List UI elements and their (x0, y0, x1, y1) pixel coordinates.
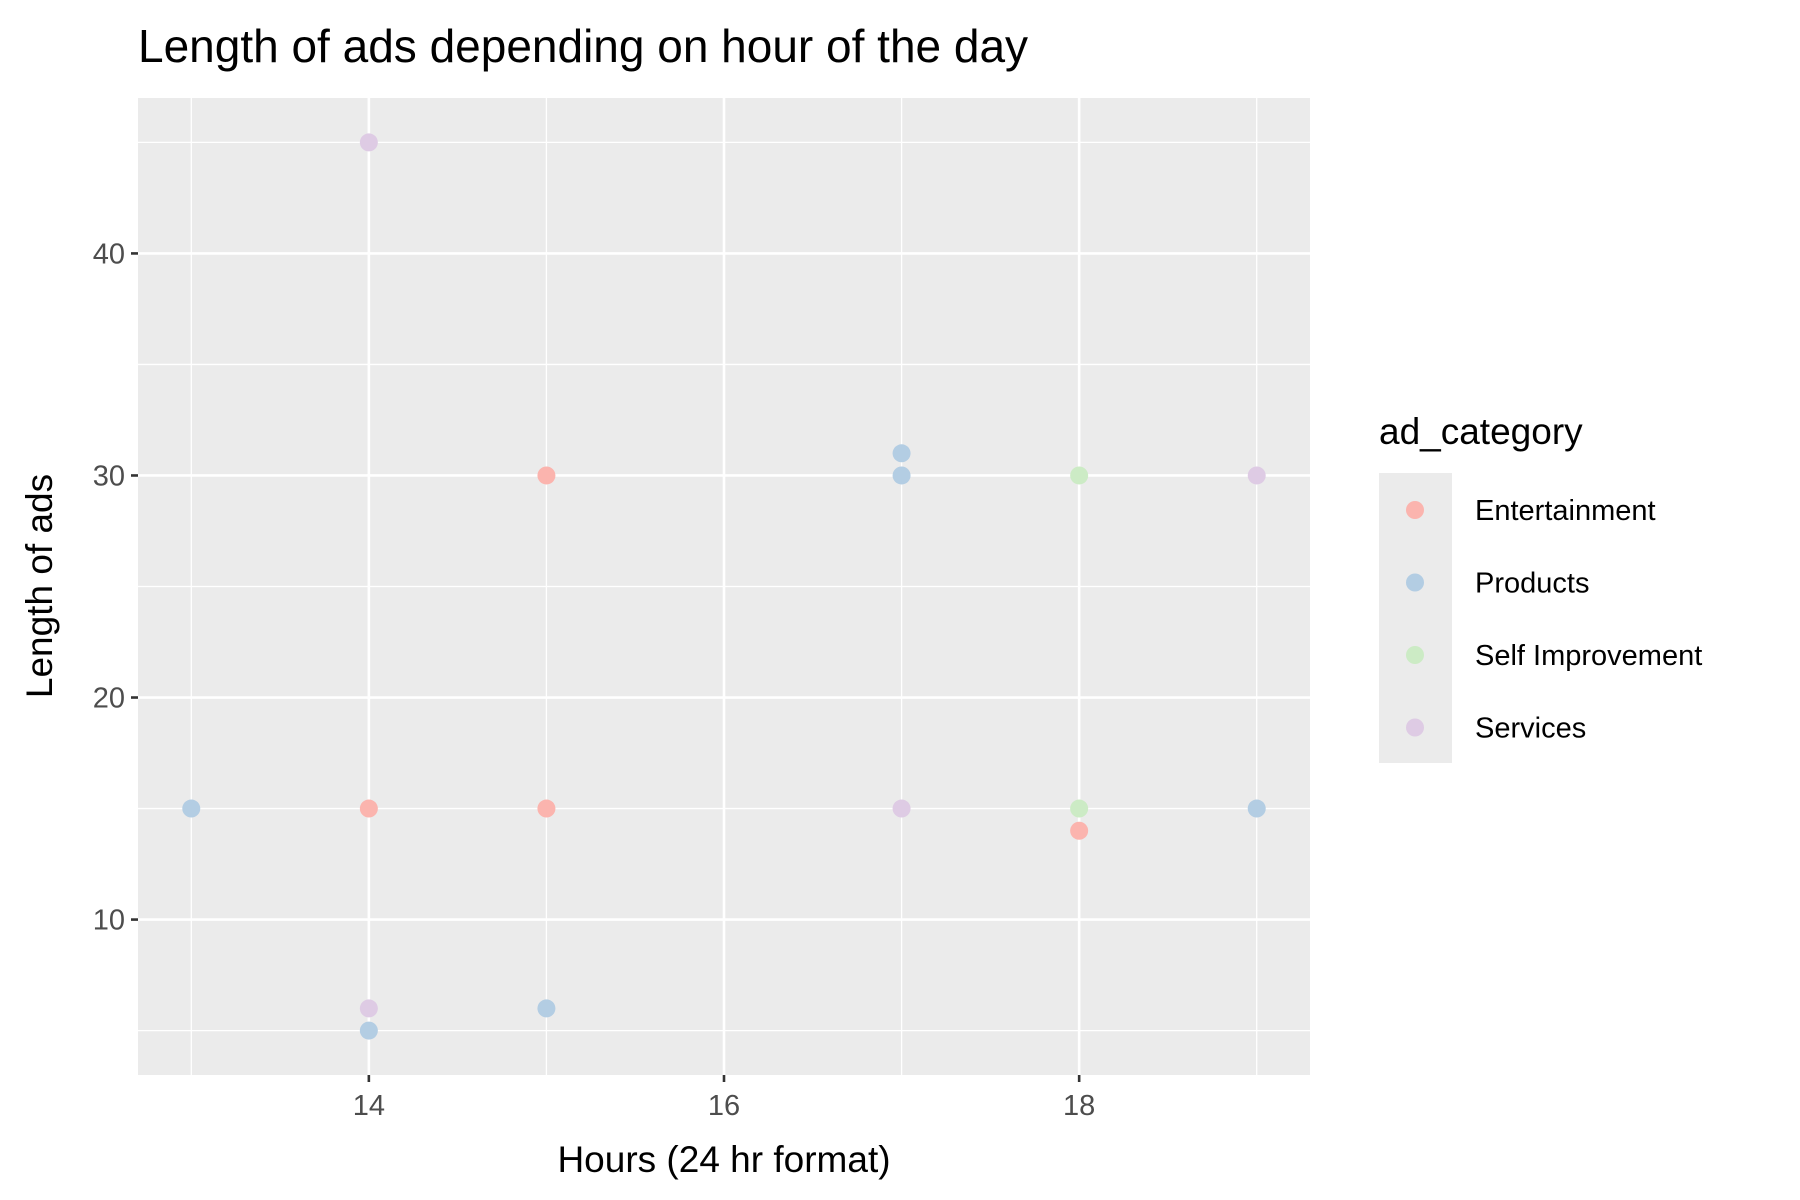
x-tick-label: 14 (353, 1090, 385, 1122)
major-gridlines (138, 98, 1310, 1075)
legend-label: Services (1475, 713, 1586, 745)
x-axis-title: Hours (24 hr format) (557, 1139, 890, 1180)
data-point (1070, 466, 1089, 485)
data-point (359, 999, 378, 1018)
legend-key (1406, 718, 1424, 737)
chart-title: Length of ads depending on hour of the d… (138, 20, 1028, 72)
x-tick-label: 16 (708, 1090, 740, 1122)
legend-key-background (1379, 473, 1452, 763)
data-point (359, 1021, 378, 1040)
y-axis-title: Length of ads (19, 474, 60, 698)
data-point (1070, 799, 1089, 818)
data-point (359, 799, 378, 818)
legend: ad_category Entertainment Products Self Im… (1379, 411, 1702, 763)
data-point (537, 999, 556, 1018)
legend-title: ad_category (1379, 411, 1583, 452)
y-tick-label: 10 (93, 905, 125, 937)
data-point (1247, 799, 1266, 818)
data-point (1070, 821, 1089, 840)
y-tick-label: 40 (93, 238, 125, 270)
data-point (892, 466, 911, 485)
data-point (1247, 466, 1266, 485)
data-point (537, 799, 556, 818)
legend-label: Self Improvement (1475, 640, 1702, 672)
x-tick-label: 18 (1063, 1090, 1095, 1122)
data-point (892, 799, 911, 818)
y-tick-label: 20 (93, 683, 125, 715)
data-point (359, 133, 378, 152)
data-point (182, 799, 201, 818)
y-tick-label: 30 (93, 460, 125, 492)
data-point (892, 444, 911, 463)
legend-key (1406, 501, 1424, 519)
legend-label: Entertainment (1475, 495, 1656, 527)
data-points (182, 133, 1266, 1040)
y-axis: 10 20 30 40 (93, 238, 138, 937)
legend-label: Products (1475, 568, 1589, 600)
legend-key (1406, 646, 1424, 664)
legend-items: Entertainment Products Self Improvement Ser… (1406, 495, 1702, 745)
x-axis: 14 16 18 (353, 1075, 1095, 1122)
legend-key (1406, 573, 1424, 592)
data-point (537, 466, 556, 485)
